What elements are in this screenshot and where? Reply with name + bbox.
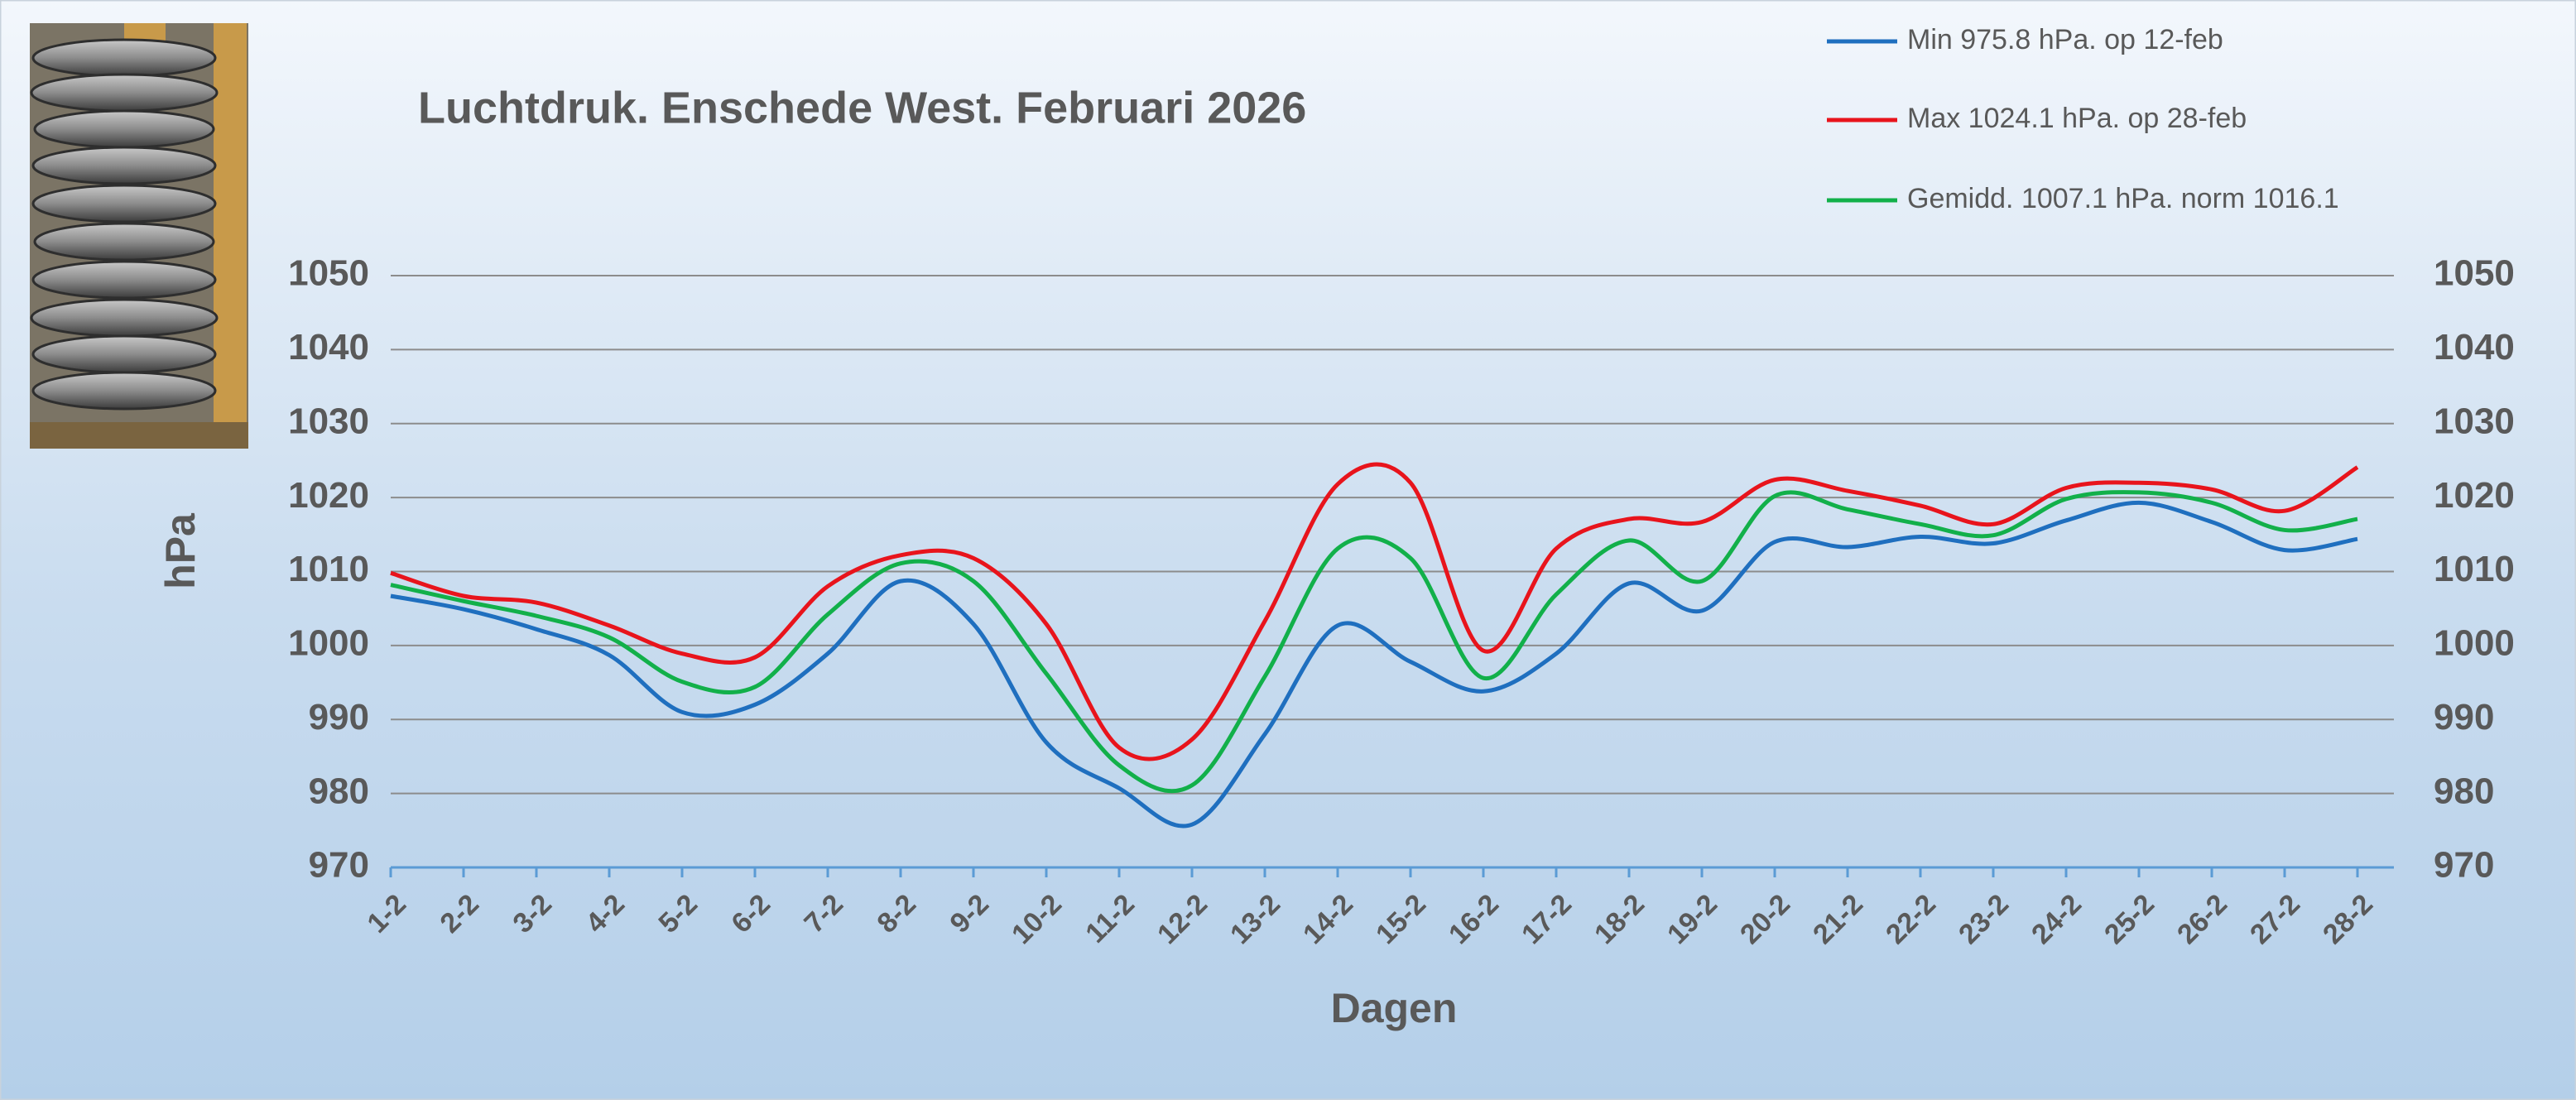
y2-tick-label: 1040 (2434, 327, 2515, 367)
y-tick-label: 1020 (288, 475, 369, 516)
data-line (390, 490, 2358, 794)
y2-tick-label: 1020 (2434, 475, 2515, 516)
y2-tick-label: 980 (2434, 771, 2494, 811)
y-tick-label: 980 (309, 771, 369, 811)
photo (30, 23, 248, 449)
y-tick-label: 1000 (288, 623, 369, 664)
x-axis-title: Dagen (1331, 985, 1458, 1031)
y-tick-label: 1010 (288, 549, 369, 589)
y2-tick-label: 1000 (2434, 623, 2515, 664)
legend-label: Min 975.8 hPa. op 12-feb (1907, 24, 2223, 55)
y2-tick-label: 1030 (2434, 401, 2515, 441)
y-tick-label: 1040 (288, 327, 369, 367)
data-line (390, 500, 2358, 829)
y-axis-title: hPa (157, 512, 204, 589)
y-tick-label: 1030 (288, 401, 369, 441)
legend-label: Gemidd. 1007.1 hPa. norm 1016.1 (1907, 183, 2339, 214)
data-line (390, 462, 2359, 761)
y2-tick-label: 1010 (2434, 549, 2515, 589)
y2-tick-label: 970 (2434, 845, 2494, 886)
y-tick-label: 970 (309, 845, 369, 886)
chart-title: Luchtdruk. Enschede West. Februari 2026 (418, 83, 1306, 132)
y2-tick-label: 990 (2434, 697, 2494, 737)
y-tick-label: 1050 (288, 253, 369, 294)
y2-tick-label: 1050 (2434, 253, 2515, 294)
y-tick-label: 990 (309, 697, 369, 737)
legend-label: Max 1024.1 hPa. op 28-feb (1907, 103, 2247, 134)
